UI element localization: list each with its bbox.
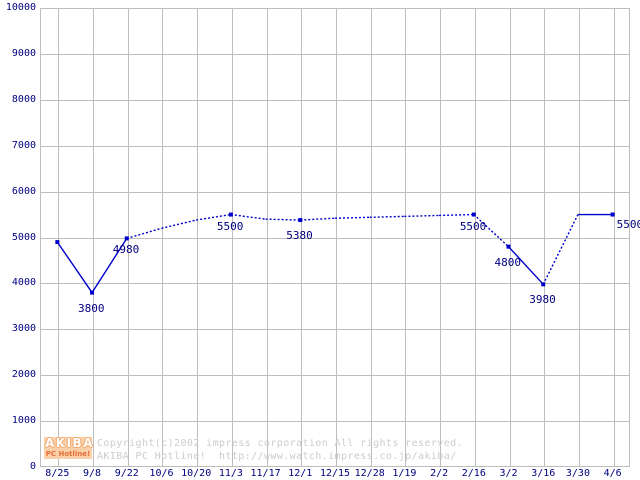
gridline-horizontal bbox=[41, 375, 629, 377]
data-point-value-label: 4800 bbox=[494, 255, 522, 269]
gridline-vertical bbox=[371, 9, 372, 466]
gridline-vertical bbox=[475, 9, 476, 466]
x-axis-tick-label: 2/2 bbox=[430, 468, 449, 479]
x-axis-tick-label: 9/22 bbox=[114, 468, 139, 479]
gridline-vertical bbox=[232, 9, 233, 466]
x-axis-tick-label: 9/8 bbox=[83, 468, 102, 479]
gridline-vertical bbox=[579, 9, 580, 466]
site-url-line: AKIBA PC Hotline! http://www.watch.impre… bbox=[97, 451, 457, 462]
gridline-vertical bbox=[93, 9, 94, 466]
gridline-vertical bbox=[440, 9, 441, 466]
data-point-value-label: 3800 bbox=[78, 301, 105, 315]
x-axis-tick-label: 2/16 bbox=[461, 468, 486, 479]
gridline-vertical bbox=[162, 9, 163, 466]
gridline-horizontal bbox=[41, 53, 629, 55]
akiba-logo-text: AKIBA bbox=[44, 436, 94, 450]
y-axis-tick-label: 3000 bbox=[11, 323, 36, 335]
gridline-vertical bbox=[128, 9, 129, 466]
x-axis-tick-label: 12/15 bbox=[319, 468, 351, 479]
x-axis-tick-label: 12/28 bbox=[354, 468, 385, 479]
x-axis-tick-label: 8/25 bbox=[45, 468, 70, 479]
gridline-vertical bbox=[614, 9, 615, 466]
y-axis-tick-label: 2000 bbox=[11, 369, 36, 381]
x-axis-tick-label: 3/16 bbox=[531, 468, 556, 479]
gridline-horizontal bbox=[41, 145, 629, 147]
gridline-vertical bbox=[336, 9, 337, 466]
data-point-value-label: 5500 bbox=[459, 219, 487, 233]
x-axis-tick-label: 3/30 bbox=[565, 468, 590, 479]
gridline-vertical bbox=[510, 9, 511, 466]
x-axis-tick-label: 4/6 bbox=[603, 468, 622, 479]
gridline-vertical bbox=[544, 9, 545, 466]
y-axis-tick-label: 9000 bbox=[11, 47, 36, 59]
y-axis-tick-label: 6000 bbox=[11, 185, 36, 197]
x-axis-tick-label: 10/6 bbox=[149, 468, 174, 479]
footer-watermark: AKIBA PC Hotline! Copyright(c)2002 impre… bbox=[44, 437, 463, 463]
gridline-vertical bbox=[301, 9, 302, 466]
gridline-horizontal bbox=[41, 329, 629, 331]
gridline-horizontal bbox=[41, 421, 629, 423]
data-point-value-label: 5500 bbox=[216, 219, 244, 233]
y-axis-tick-label: 4000 bbox=[11, 277, 36, 289]
x-axis-tick-label: 11/3 bbox=[218, 468, 243, 479]
gridline-horizontal bbox=[41, 191, 629, 193]
data-point-value-label: 3980 bbox=[529, 293, 556, 307]
gridline-vertical bbox=[405, 9, 406, 466]
gridline-vertical bbox=[58, 9, 59, 466]
data-point-value-label: 4980 bbox=[112, 243, 140, 257]
y-axis-tick-label: 1000 bbox=[11, 415, 36, 427]
gridline-horizontal bbox=[41, 283, 629, 285]
gridline-horizontal bbox=[41, 237, 629, 239]
x-axis-tick-label: 12/1 bbox=[288, 468, 313, 479]
data-point-value-label: 5380 bbox=[286, 229, 313, 243]
plot-area bbox=[40, 8, 630, 467]
gridline-vertical bbox=[197, 9, 198, 466]
x-axis-tick-label: 11/17 bbox=[250, 468, 281, 479]
y-axis-tick-label: 0 bbox=[29, 461, 36, 472]
y-axis-tick-label: 10000 bbox=[5, 2, 36, 13]
akiba-logo: AKIBA PC Hotline! bbox=[44, 437, 92, 459]
copyright-line: Copyright(c)2002 impress corporation All… bbox=[97, 438, 463, 449]
y-axis-tick-label: 8000 bbox=[11, 93, 36, 105]
gridline-horizontal bbox=[41, 99, 629, 101]
y-axis-tick-label: 7000 bbox=[11, 139, 36, 151]
y-axis-tick-label: 5000 bbox=[11, 231, 36, 243]
x-axis-tick-label: 1/19 bbox=[392, 468, 417, 479]
x-axis-tick-label: 10/20 bbox=[181, 468, 212, 479]
pc-hotline-logo-text: PC Hotline! bbox=[44, 450, 92, 459]
x-axis-tick-label: 3/2 bbox=[499, 468, 518, 479]
gridline-vertical bbox=[267, 9, 268, 466]
data-point-value-label: 5500 bbox=[616, 217, 640, 231]
